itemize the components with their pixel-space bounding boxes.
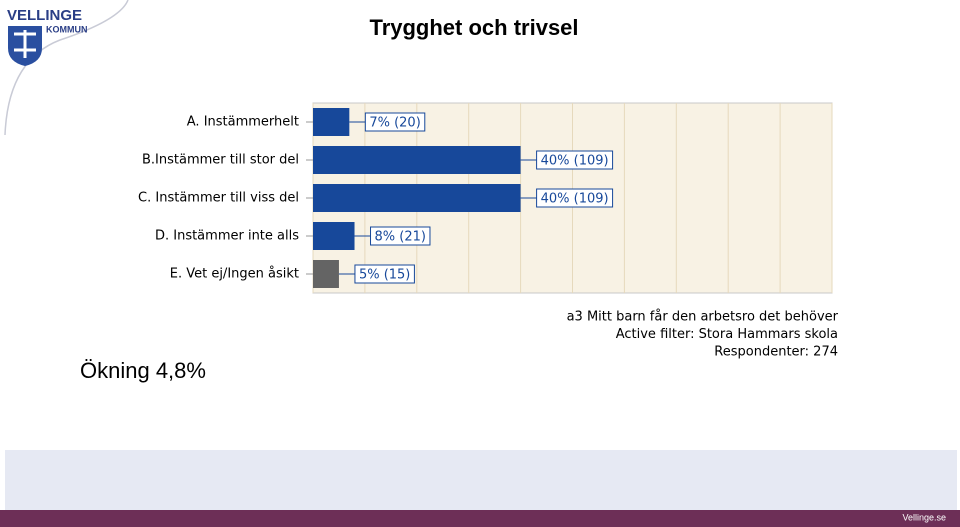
value-label: 5% (15) xyxy=(359,268,410,283)
value-label: 40% (109) xyxy=(541,192,609,207)
bar xyxy=(313,108,350,136)
value-label-box xyxy=(364,112,426,132)
footer-bar xyxy=(0,510,960,527)
y-tick-label: B.Instämmer till stor del xyxy=(142,153,299,168)
y-tick-label: E. Vet ej/Ingen åsikt xyxy=(170,267,299,282)
chart: A. Instämmerhelt 7% (20) B.Instämmer till … xyxy=(138,103,839,360)
value-label: 8% (21) xyxy=(375,230,426,245)
logo-emblem xyxy=(14,30,36,58)
value-label-box xyxy=(354,264,415,284)
value-label: 7% (20) xyxy=(369,116,420,131)
footer-band xyxy=(5,450,957,510)
bar xyxy=(313,146,521,174)
value-label-box xyxy=(370,226,431,246)
logo-sub: KOMMUN xyxy=(46,24,88,34)
value-label: 40% (109) xyxy=(541,154,609,169)
footnote: Respondenter: 274 xyxy=(714,345,838,360)
y-tick-label: D. Instämmer inte alls xyxy=(155,229,299,244)
y-tick-label: C. Instämmer till viss del xyxy=(138,191,299,206)
y-tick-label: A. Instämmerhelt xyxy=(187,115,299,130)
bar xyxy=(313,222,355,250)
footnote: a3 Mitt barn får den arbetsro det behöve… xyxy=(567,310,839,325)
bar xyxy=(313,184,521,212)
decor-curve xyxy=(4,0,129,136)
footer-link[interactable]: Vellinge.se xyxy=(902,512,946,522)
bar xyxy=(313,260,339,288)
logo-name: VELLINGE xyxy=(7,7,82,24)
chart-title: Trygghet och trivsel xyxy=(369,15,578,40)
value-label-box xyxy=(536,188,614,208)
footnote: Active filter: Stora Hammars skola xyxy=(616,327,838,342)
value-label-box xyxy=(536,150,614,170)
note: Ökning 4,8% xyxy=(80,358,206,383)
